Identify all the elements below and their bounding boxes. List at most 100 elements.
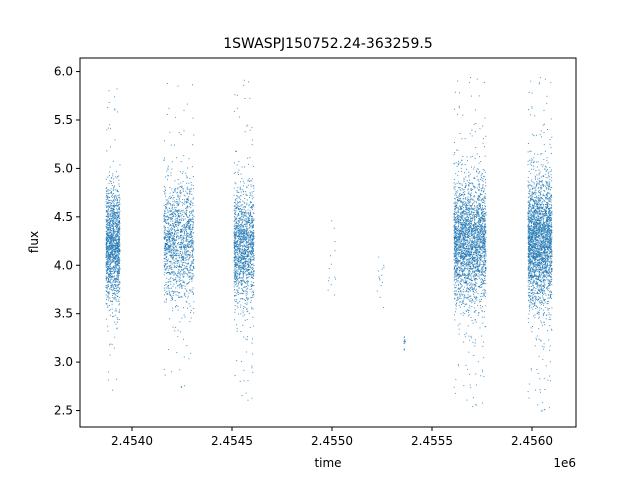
data-point bbox=[165, 189, 166, 191]
data-point bbox=[246, 311, 248, 313]
data-point bbox=[165, 215, 167, 217]
data-point bbox=[110, 266, 111, 268]
data-point bbox=[174, 226, 176, 228]
data-point bbox=[246, 298, 248, 300]
data-point bbox=[171, 238, 173, 240]
data-point bbox=[235, 226, 237, 228]
data-point bbox=[466, 213, 468, 215]
data-point bbox=[247, 267, 249, 268]
data-point bbox=[240, 191, 242, 193]
data-point bbox=[184, 199, 185, 201]
data-point bbox=[115, 277, 117, 279]
data-point bbox=[454, 314, 455, 316]
data-point bbox=[172, 232, 174, 234]
data-point bbox=[248, 312, 250, 314]
data-point bbox=[118, 283, 120, 285]
data-point bbox=[241, 395, 243, 396]
data-point bbox=[192, 265, 194, 267]
data-point bbox=[247, 253, 249, 255]
data-point bbox=[109, 222, 111, 224]
data-point bbox=[247, 212, 249, 214]
data-point bbox=[176, 220, 178, 222]
data-point bbox=[163, 215, 165, 217]
data-point bbox=[172, 209, 174, 211]
data-point bbox=[249, 253, 251, 255]
data-point bbox=[241, 280, 243, 282]
data-point bbox=[247, 220, 249, 222]
data-point bbox=[118, 239, 120, 240]
data-point bbox=[166, 235, 167, 237]
data-point bbox=[179, 201, 181, 203]
data-point bbox=[177, 195, 179, 197]
data-point bbox=[251, 308, 253, 310]
data-point bbox=[186, 268, 188, 270]
data-point bbox=[115, 259, 117, 261]
data-point bbox=[478, 301, 480, 303]
data-point bbox=[105, 286, 107, 288]
data-point bbox=[235, 245, 237, 247]
data-point bbox=[170, 204, 172, 206]
data-point bbox=[250, 231, 252, 233]
data-point bbox=[233, 275, 235, 277]
data-point bbox=[179, 216, 180, 218]
data-point bbox=[238, 228, 240, 230]
data-point bbox=[334, 250, 336, 252]
data-point bbox=[183, 385, 185, 387]
data-point bbox=[115, 216, 117, 218]
data-point bbox=[476, 299, 478, 301]
data-point bbox=[163, 226, 165, 228]
data-point bbox=[236, 305, 238, 307]
data-point bbox=[109, 256, 111, 258]
data-point bbox=[105, 201, 107, 203]
data-point bbox=[117, 211, 119, 213]
data-point bbox=[109, 192, 111, 194]
data-point bbox=[110, 269, 112, 271]
data-point bbox=[248, 214, 250, 216]
data-point bbox=[172, 223, 173, 225]
data-point bbox=[246, 204, 248, 206]
data-point bbox=[111, 242, 113, 243]
data-point bbox=[107, 330, 109, 332]
data-point bbox=[108, 252, 110, 254]
data-point bbox=[189, 241, 191, 243]
data-point bbox=[174, 252, 176, 254]
data-point bbox=[114, 176, 116, 178]
data-point bbox=[110, 255, 111, 257]
data-point bbox=[245, 250, 247, 252]
data-point bbox=[110, 238, 111, 240]
data-point bbox=[107, 305, 109, 307]
data-point bbox=[181, 187, 182, 189]
data-point bbox=[187, 250, 189, 252]
data-point bbox=[117, 262, 119, 264]
data-point bbox=[235, 241, 236, 243]
data-point bbox=[170, 172, 172, 174]
data-point bbox=[334, 276, 336, 278]
data-point bbox=[474, 284, 475, 286]
data-point bbox=[382, 281, 383, 283]
data-point bbox=[177, 203, 178, 205]
data-point bbox=[238, 161, 240, 162]
data-point bbox=[117, 229, 119, 231]
data-point bbox=[166, 204, 168, 206]
data-point bbox=[478, 198, 480, 200]
data-point bbox=[178, 292, 180, 294]
data-point bbox=[239, 277, 240, 279]
data-point bbox=[234, 266, 236, 268]
data-point bbox=[192, 235, 194, 237]
data-point bbox=[233, 110, 235, 112]
data-point bbox=[165, 232, 166, 234]
data-point bbox=[238, 238, 240, 240]
data-point bbox=[243, 245, 245, 247]
data-point bbox=[239, 201, 241, 203]
data-point bbox=[177, 201, 179, 203]
data-point bbox=[251, 127, 253, 129]
data-point bbox=[114, 231, 116, 233]
data-point bbox=[107, 277, 109, 279]
data-point bbox=[241, 284, 243, 286]
data-point bbox=[167, 281, 169, 283]
data-point bbox=[247, 241, 249, 243]
data-point bbox=[105, 242, 107, 244]
data-point bbox=[192, 226, 194, 228]
data-point bbox=[236, 252, 238, 253]
data-point bbox=[109, 236, 111, 238]
